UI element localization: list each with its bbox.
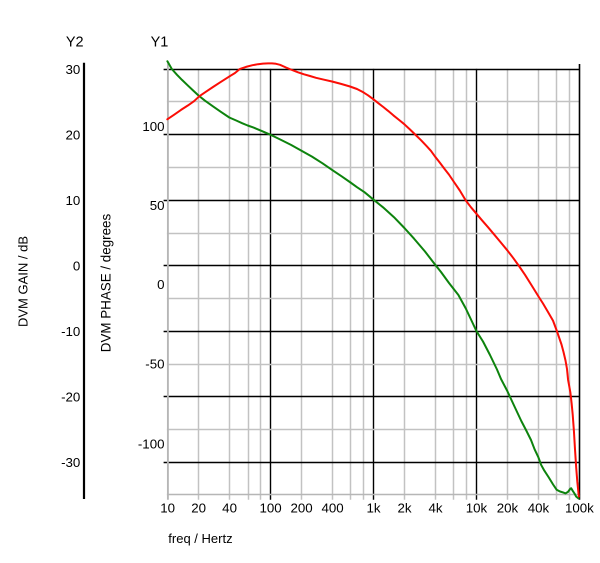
svg-text:100: 100	[259, 500, 281, 515]
svg-text:10: 10	[160, 500, 175, 515]
svg-text:100: 100	[142, 119, 164, 134]
svg-text:2k: 2k	[397, 500, 411, 515]
svg-text:200: 200	[290, 500, 312, 515]
svg-text:50: 50	[150, 198, 165, 213]
svg-text:0: 0	[73, 258, 80, 273]
svg-text:10k: 10k	[466, 500, 488, 515]
svg-text:100k: 100k	[565, 500, 594, 515]
svg-text:20: 20	[66, 127, 81, 142]
svg-text:-10: -10	[61, 324, 80, 339]
svg-text:40k: 40k	[528, 500, 550, 515]
svg-text:20: 20	[191, 500, 206, 515]
svg-text:-20: -20	[61, 390, 80, 405]
svg-text:10: 10	[66, 193, 81, 208]
svg-text:Y2: Y2	[66, 34, 84, 50]
svg-text:0: 0	[157, 277, 164, 292]
svg-text:40: 40	[222, 500, 237, 515]
svg-text:freq / Hertz: freq / Hertz	[168, 531, 232, 546]
svg-text:-50: -50	[145, 357, 164, 372]
svg-text:4k: 4k	[428, 500, 442, 515]
svg-text:DVM PHASE / degrees: DVM PHASE / degrees	[99, 213, 114, 352]
svg-text:1k: 1k	[366, 500, 380, 515]
svg-text:400: 400	[321, 500, 343, 515]
svg-text:DVM GAIN / dB: DVM GAIN / dB	[16, 236, 31, 327]
svg-text:20k: 20k	[497, 500, 519, 515]
svg-text:-30: -30	[61, 455, 80, 470]
svg-text:30: 30	[66, 62, 81, 77]
svg-text:Y1: Y1	[151, 34, 169, 50]
svg-text:-100: -100	[138, 436, 165, 451]
